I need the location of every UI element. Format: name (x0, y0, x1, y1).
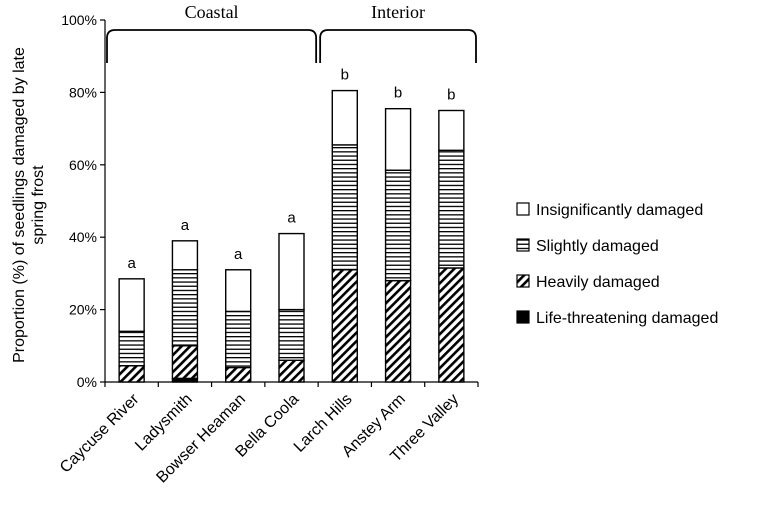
group-bracket (319, 29, 477, 63)
significance-label: b (341, 67, 349, 84)
bar-segment (384, 279, 412, 383)
significance-label: a (287, 210, 296, 227)
category-label: Bowser Heaman (153, 391, 249, 487)
bar-segment (331, 89, 358, 146)
significance-label: a (127, 255, 136, 272)
bar-segment (438, 149, 465, 269)
bar-segment (118, 365, 145, 383)
bar-segment (225, 366, 252, 383)
y-tick-label: 100% (61, 12, 97, 28)
significance-label: a (181, 217, 190, 234)
group-label: Coastal (185, 2, 239, 22)
category-label: Caycuse River (57, 390, 143, 476)
bar-segment (331, 144, 358, 271)
bar-segment (278, 232, 305, 311)
y-tick-label: 0% (77, 374, 97, 390)
significance-label: b (394, 85, 402, 102)
significance-label: b (447, 87, 455, 104)
legend-label: Insignificantly damaged (536, 202, 703, 219)
bar-segment (331, 269, 358, 383)
bar-segment (171, 269, 199, 347)
legend-label: Heavily damaged (536, 274, 660, 291)
bar-segment (438, 109, 465, 152)
y-tick-label: 80% (69, 84, 97, 100)
group-label: Interior (371, 2, 425, 22)
y-axis-title: Proportion (%) of seedlings damaged by l… (11, 47, 47, 363)
bar-segment (225, 310, 252, 369)
bar-segment (384, 169, 412, 282)
y-tick-label: 20% (69, 302, 97, 318)
bar-segment (171, 345, 199, 380)
group-bracket (106, 29, 318, 63)
y-tick-label: 40% (69, 229, 97, 245)
bar-segment (438, 267, 465, 383)
legend-swatch (516, 274, 530, 288)
y-axis-title-line-2: spring frost (30, 165, 47, 245)
legend-label: Life-threatening damaged (536, 310, 718, 327)
bar-segment (278, 308, 305, 361)
bar-segment (118, 278, 145, 333)
y-axis-title-line-1: Proportion (%) of seedlings damaged by l… (11, 47, 28, 363)
legend-swatch (516, 310, 530, 324)
legend-swatch (516, 202, 530, 216)
bar-segment (118, 330, 145, 367)
legend-swatch (516, 238, 530, 252)
significance-label: a (234, 246, 243, 263)
bar-segment (225, 269, 252, 313)
legend-label: Slightly damaged (536, 238, 659, 255)
bar-segment (384, 107, 412, 171)
y-tick-label: 60% (69, 157, 97, 173)
bar-segment (171, 240, 199, 271)
bar-segment (278, 359, 305, 383)
